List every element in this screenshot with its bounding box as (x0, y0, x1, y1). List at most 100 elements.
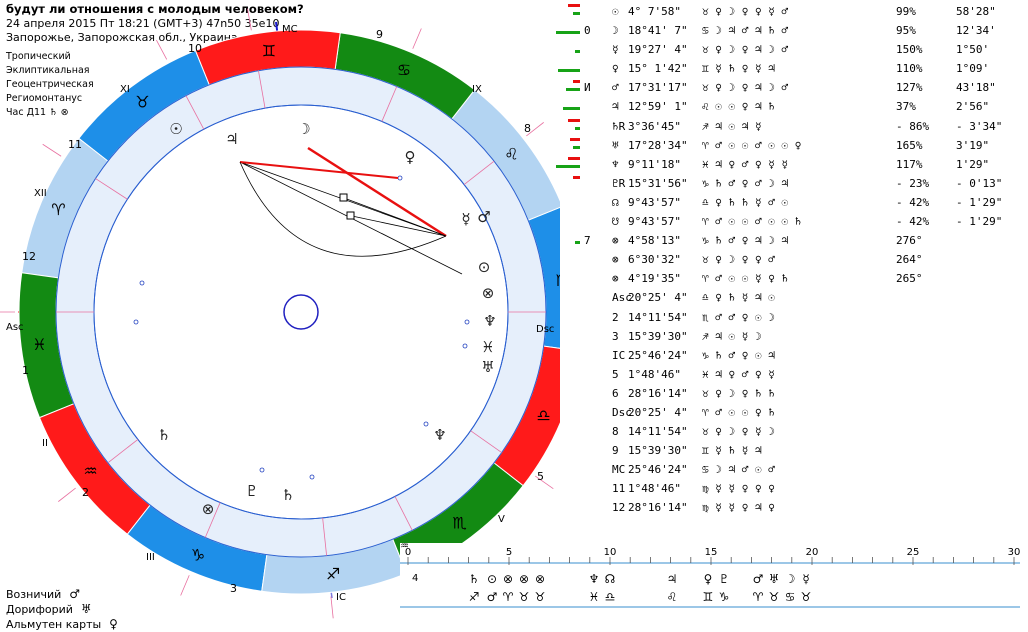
planet-icon: ♃ (225, 130, 238, 148)
scale-planet-icon: ♄ (469, 572, 480, 586)
aspect-line-red (239, 161, 399, 179)
strength-bar-green (563, 107, 580, 111)
table-cell-pos: 9°43'57" (628, 195, 681, 209)
table-cell-pos: 28°16'14" (628, 501, 688, 515)
table-cell-g: ♉ ♀ ☽ ♀ ♃ ☽ ♂ (702, 43, 789, 57)
house-roman: XI (120, 84, 130, 95)
table-cell-g: ♎ ♀ ♄ ☿ ♃ ☉ (702, 291, 775, 305)
table-cell-pos: 9°11'18" (628, 157, 681, 171)
table-cell-pct: 150% (896, 43, 923, 57)
dsc-label: Dsc (536, 324, 554, 335)
table-cell-g: ♉ ♀ ☽ ♀ ☿ ☽ (702, 425, 775, 439)
zodiac-sign-icon: ♊ (262, 41, 276, 60)
planet-icon: ♓ (481, 338, 494, 356)
planet-icon: ☉ (169, 120, 182, 138)
strength-bar-green (575, 241, 580, 245)
table-cell-pct: - 42% (896, 195, 930, 209)
table-cell-pct: 265° (896, 272, 923, 286)
table-cell-pos: 25°46'24" (628, 348, 688, 362)
table-cell-pos: 18°41' 7" (628, 24, 688, 38)
scale-planet-icon: ☊ (605, 572, 616, 586)
table-cell-g: ♉ ♀ ☽ ♀ ♄ ♄ (702, 386, 775, 400)
planet-icon: ⊙ (478, 258, 491, 276)
planet-icon: ⊗ (482, 284, 495, 302)
table-cell-name: ♀ (612, 62, 619, 76)
table-cell-val: 1'29" (956, 157, 990, 171)
table-cell-pos: 15° 1'42" (628, 62, 688, 76)
planet-icon: ♂ (477, 208, 490, 226)
side-label: И (584, 81, 591, 95)
table-cell-pct: - 42% (896, 215, 930, 229)
hour-ruler: Час Д11 ♄ ⊗ (6, 107, 69, 118)
table-cell-pct: 37% (896, 100, 916, 114)
zodiac-sign-icon: ♑ (191, 546, 205, 565)
table-cell-g: ♈ ♂ ☉ ☉ ♂ ☉ ☉ ♀ (702, 138, 802, 152)
house-number: 10 (188, 42, 202, 55)
table-cell-val: - 0'13" (956, 176, 1003, 190)
house-cusp-outer (58, 487, 76, 502)
aquarius-marker-icon: ♒ (400, 543, 409, 552)
table-cell-g: ♊ ☿ ♄ ♀ ☿ ♃ (702, 62, 775, 76)
table-cell-g: ♓ ♃ ♀ ♂ ♀ ☿ ☿ (702, 157, 789, 171)
house-cusp-outer (330, 596, 334, 619)
aspect-dot (139, 280, 145, 286)
table-cell-g: ♋ ☽ ♃ ♂ ☉ ♂ (702, 463, 775, 477)
strength-bar-green (572, 145, 580, 149)
zodiac-sign-icon: ♉ (135, 93, 149, 112)
table-cell-pos: 25°46'24" (628, 463, 688, 477)
coordinate-type: Эклиптикальная (6, 65, 90, 76)
table-cell-name: 6 (612, 386, 619, 400)
system-settings: Тропический Эклиптикальная Геоцентрическ… (6, 50, 94, 120)
scale-sign-icon: ♉ (769, 590, 780, 604)
table-cell-val: 3'19" (956, 138, 990, 152)
table-cell-pos: 15°39'30" (628, 329, 688, 343)
aspect-line (351, 215, 447, 237)
table-cell-g: ♋ ☽ ♃ ♂ ♃ ♄ ♂ (702, 24, 789, 38)
table-cell-pos: 20°25' 4" (628, 405, 688, 419)
charioteer-label: Возничий (6, 588, 62, 601)
table-cell-g: ♌ ☉ ☉ ♀ ♃ ♄ (702, 100, 775, 114)
table-cell-pct: 110% (896, 62, 923, 76)
scale-tick-label: 10 (604, 547, 617, 558)
house-cusp-outer (247, 8, 252, 31)
house-cusp-outer (180, 575, 190, 596)
strength-bar-green (565, 88, 580, 92)
house-cusp-outer (156, 39, 168, 60)
table-cell-pos: 1°48'46" (628, 482, 681, 496)
strength-bar-red (568, 4, 580, 7)
planet-icon: ⊗ (202, 500, 215, 518)
table-cell-g: ♉ ♀ ☽ ♀ ♀ ♂ (702, 253, 775, 267)
house-cusp-outer (412, 28, 422, 49)
aspect-line-red (307, 146, 447, 238)
table-cell-name: ☊ (612, 195, 619, 209)
planet-icon: ♆ (433, 426, 446, 444)
scale-left-number: 4 (412, 573, 418, 584)
house-number: 3 (230, 582, 237, 595)
strength-bar-green (575, 126, 580, 130)
table-cell-val: 58'28" (956, 5, 996, 18)
table-cell-name: MC (612, 463, 626, 477)
table-cell-name: 8 (612, 425, 619, 439)
strength-bar-green (572, 12, 580, 15)
scale-sign-icon: ♌ (667, 590, 678, 604)
table-cell-pos: 20°25' 4" (628, 291, 688, 305)
scale-sign-icon: ♓ (589, 590, 600, 604)
house-cusp (258, 70, 266, 109)
table-cell-pos: 4° 7'58" (628, 5, 681, 18)
strength-bar-red (568, 118, 580, 122)
table-cell-name: 11 (612, 482, 626, 496)
house-cusp-outer (526, 122, 544, 137)
chart-location: Запорожье, Запорожская обл., Украина (6, 31, 238, 44)
house-number: 12 (22, 250, 36, 263)
table-cell-val: 43'18" (956, 81, 996, 95)
table-cell-g: ♉ ♀ ☽ ♀ ♀ ☿ ♂ (702, 5, 789, 18)
table-cell-g: ♈ ♂ ☉ ☉ ☿ ♀ ♄ (702, 272, 789, 286)
doryphory-label: Дорифорий (6, 603, 73, 616)
table-cell-pos: 14°11'54" (628, 425, 688, 439)
house-cusp-outer (535, 475, 554, 489)
aspect-dot (464, 319, 470, 325)
table-cell-name: ♆ (612, 157, 619, 171)
house-cusp-outer (42, 143, 62, 157)
scale-sign-icon: ♎ (605, 590, 616, 604)
venus-icon: ♀ (109, 617, 118, 631)
